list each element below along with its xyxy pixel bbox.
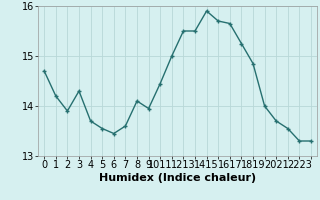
X-axis label: Humidex (Indice chaleur): Humidex (Indice chaleur) <box>99 173 256 183</box>
